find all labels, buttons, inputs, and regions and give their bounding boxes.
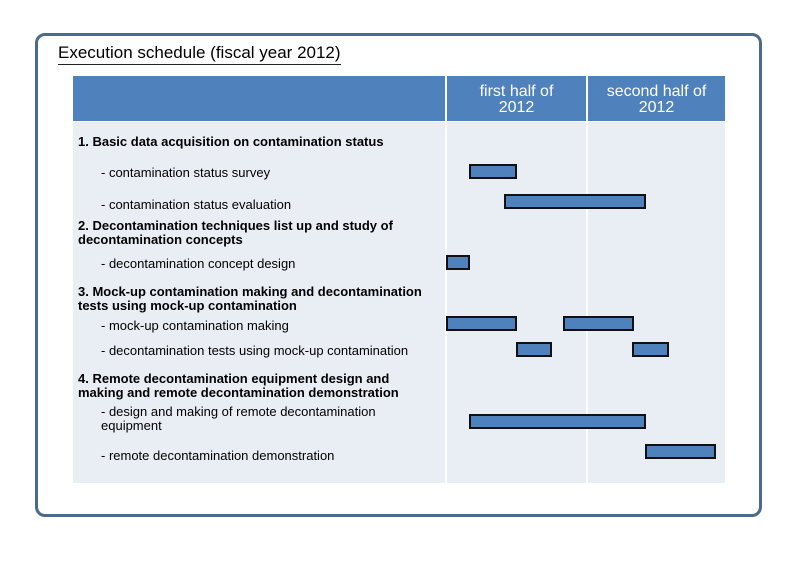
section-2-heading-line2: decontamination concepts (78, 232, 243, 247)
bar-mockup-making-1 (446, 316, 517, 331)
bar-mockup-making-2 (563, 316, 634, 331)
section-3-heading-line1: 3. Mock-up contamination making and deco… (78, 284, 422, 299)
task-mockup-making: - mock-up contamination making (101, 318, 289, 333)
task-status-evaluation: - contamination status evaluation (101, 197, 292, 212)
task-status-survey: - contamination status survey (101, 165, 271, 180)
bar-concept-design (446, 255, 470, 270)
task-concept-design: - decontamination concept design (101, 256, 296, 271)
header-second-half-line2: 2012 (638, 99, 675, 116)
task-column (73, 122, 445, 483)
schedule-title: Execution schedule (fiscal year 2012) (58, 43, 341, 65)
section-3-heading-line2: tests using mock-up contamination (78, 298, 297, 313)
bar-equipment-design (469, 414, 646, 429)
bar-status-survey (469, 164, 517, 179)
task-decon-tests: - decontamination tests using mock-up co… (101, 343, 409, 358)
header-second-half-line1: second half of (606, 83, 707, 100)
header-second-half: second half of 2012 (588, 76, 725, 121)
header-first-half-line2: 2012 (498, 99, 535, 116)
bar-status-evaluation (504, 194, 646, 209)
bar-remote-demonstration (645, 444, 716, 459)
header-first-half: first half of 2012 (447, 76, 586, 121)
bar-decon-tests-1 (516, 342, 552, 357)
task-equipment-design-line2: equipment (101, 418, 162, 433)
section-4-heading-line2: making and remote decontamination demons… (78, 385, 399, 400)
section-1-heading: 1. Basic data acquisition on contaminati… (78, 134, 384, 149)
task-equipment-design-line1: - design and making of remote decontamin… (101, 404, 376, 419)
task-remote-demonstration: - remote decontamination demonstration (101, 448, 335, 463)
header-first-half-line1: first half of (479, 83, 554, 100)
header-task-column (73, 76, 445, 121)
section-2-heading-line1: 2. Decontamination techniques list up an… (78, 218, 393, 233)
bar-decon-tests-2 (632, 342, 669, 357)
section-4-heading-line1: 4. Remote decontamination equipment desi… (78, 371, 390, 386)
